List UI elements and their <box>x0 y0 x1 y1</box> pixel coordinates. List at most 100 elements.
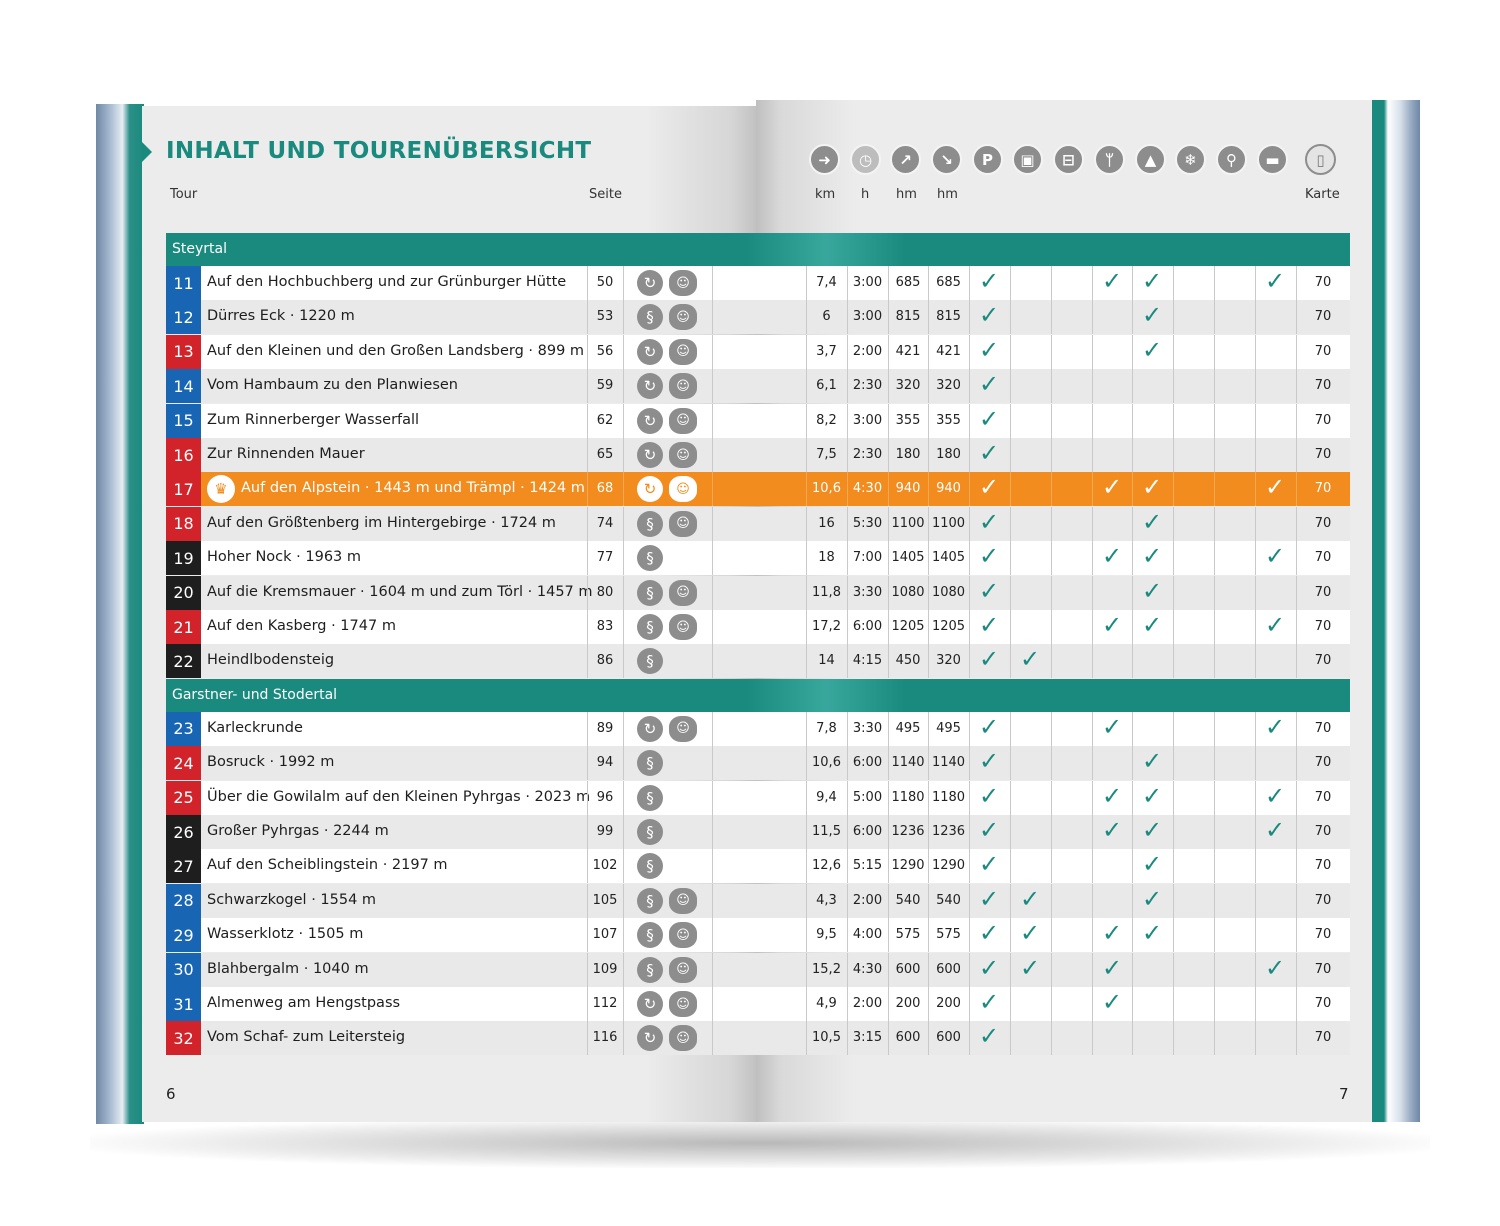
check-mark-icon: ✓ <box>978 988 1000 1016</box>
column-separator <box>587 780 588 815</box>
check-mark-icon: ✓ <box>978 850 1000 879</box>
column-separator <box>1051 541 1052 576</box>
table-row[interactable]: 22 Heindlbodensteig 86 § 14 4:15 450 320 ✓ ✓ 70 <box>166 644 1350 679</box>
table-row[interactable]: 14 Vom Hambaum zu den Planwiesen 59 ↻ ☺ 6,1 2:… <box>166 369 1350 404</box>
column-separator <box>587 746 588 781</box>
section-glow <box>746 678 906 712</box>
descent-hm: 320 <box>936 378 961 394</box>
table-row[interactable]: 12 Dürres Eck · 1220 m 53 § ☺ 6 3:00 815 815 ✓ ✓ 70 <box>166 300 1350 335</box>
distance-km: 14 <box>818 653 835 669</box>
check-mark-icon: ✓ <box>1019 919 1041 948</box>
tour-number: 19 <box>166 541 201 576</box>
map-icon: ▯ <box>1305 144 1336 175</box>
map-ref: 70 <box>1314 550 1332 566</box>
column-separator <box>1051 334 1052 369</box>
distance-km: 12,6 <box>812 858 841 874</box>
column-separator <box>806 1021 807 1056</box>
column-separator <box>1132 334 1133 369</box>
table-row[interactable]: 25 Über die Gowilalm auf den Kleinen Pyhr… <box>166 780 1350 815</box>
column-separator <box>623 918 624 953</box>
tour-name[interactable]: Bosruck · 1992 m <box>207 754 335 771</box>
table-row[interactable]: 29 Wasserklotz · 1505 m 107 § ☺ 9,5 4:00 575 575… <box>166 918 1350 953</box>
column-separator <box>1255 1021 1256 1056</box>
column-separator <box>623 575 624 610</box>
ascent-hm: 355 <box>895 412 921 428</box>
column-separator <box>587 541 588 576</box>
tour-name[interactable]: Auf die Kremsmauer · 1604 m und zum Törl… <box>207 583 593 600</box>
table-row[interactable]: 30 Blahbergalm · 1040 m 109 § ☺ 15,2 4:30 600 60… <box>166 952 1350 987</box>
table-row[interactable]: 32 Vom Schaf- zum Leitersteig 116 ↻ ☺ 10,5 3:1… <box>166 1021 1350 1056</box>
table-row[interactable]: 27 Auf den Scheiblingstein · 2197 m 102 § 12… <box>166 849 1350 884</box>
table-row[interactable]: 17 ♛ Auf den Alpstein · 1443 m und Trämpl … <box>166 472 1350 507</box>
table-row[interactable]: 23 Karleckrunde 89 ↻ ☺ 7,8 3:30 495 495 ✓ ✓ ✓ 70 <box>166 711 1350 746</box>
column-separator <box>928 746 929 781</box>
map-ref: 70 <box>1314 275 1332 290</box>
column-separator <box>928 369 929 404</box>
table-row[interactable]: 13 Auf den Kleinen und den Großen Landsbe… <box>166 334 1350 369</box>
tour-name[interactable]: Almenweg am Hengstpass <box>207 995 401 1011</box>
tour-name[interactable]: Zur Rinnenden Mauer <box>207 446 365 462</box>
table-row[interactable]: 19 Hoher Nock · 1963 m 77 § 18 7:00 1405 1405 ✓ ✓… <box>166 541 1350 576</box>
column-separator <box>928 711 929 746</box>
column-separator <box>1092 403 1093 438</box>
column-separator <box>806 506 807 541</box>
table-row[interactable]: 26 Großer Pyhrgas · 2244 m 99 § 11,5 6:00 1236… <box>166 815 1350 849</box>
column-separator <box>1296 1021 1297 1056</box>
title-arrow-icon <box>142 142 152 162</box>
tour-name[interactable]: Vom Schaf- zum Leitersteig <box>207 1029 406 1046</box>
column-separator <box>888 266 889 300</box>
column-separator <box>1255 952 1256 987</box>
tour-name[interactable]: Karleckrunde <box>207 719 303 736</box>
tour-name[interactable]: Heindlbodensteig <box>207 652 335 669</box>
table-row[interactable]: 31 Almenweg am Hengstpass 112 ↻ ☺ 4,9 2:00 200 2… <box>166 987 1350 1021</box>
tour-name[interactable]: Hoher Nock · 1963 m <box>207 549 362 566</box>
column-separator <box>1092 438 1093 472</box>
table-row[interactable]: 15 Zum Rinnerberger Wasserfall 62 ↻ ☺ 8,2 3:00… <box>166 403 1350 438</box>
column-separator <box>1051 644 1052 679</box>
column-separator <box>928 438 929 472</box>
column-separator <box>1132 883 1133 918</box>
tour-name[interactable]: Auf den Scheiblingstein · 2197 m <box>207 857 448 874</box>
tour-name[interactable]: Vom Hambaum zu den Planwiesen <box>207 377 458 394</box>
column-separator <box>1132 780 1133 815</box>
tour-name[interactable]: Wasserklotz · 1505 m <box>207 926 364 943</box>
tour-number: 21 <box>166 610 201 644</box>
ascent-hm: 421 <box>895 343 921 359</box>
trail-icon: § <box>637 922 663 949</box>
tour-name[interactable]: Schwarzkogel · 1554 m <box>207 891 377 908</box>
tour-name[interactable]: Auf den Größtenberg im Hintergebirge · 1… <box>207 514 556 531</box>
table-row[interactable]: 16 Zur Rinnenden Mauer 65 ↻ ☺ 7,5 2:30 180 180 ✓ 7… <box>166 438 1350 472</box>
column-separator <box>712 815 713 849</box>
page-ref: 99 <box>596 824 614 839</box>
duration-h: 3:00 <box>852 275 883 290</box>
tour-name[interactable]: Auf den Kasberg · 1747 m <box>207 618 396 634</box>
column-separator <box>806 300 807 335</box>
table-row[interactable]: 24 Bosruck · 1992 m 94 § 10,6 6:00 1140 1140 ✓ ✓ 7… <box>166 746 1350 781</box>
table-row[interactable]: 18 Auf den Größtenberg im Hintergebirge ·… <box>166 506 1350 541</box>
column-separator <box>1214 644 1215 679</box>
tour-name[interactable]: Auf den Kleinen und den Großen Landsberg… <box>207 342 585 359</box>
row-background-right <box>756 1021 1350 1056</box>
tour-name[interactable]: Auf den Alpstein · 1443 m und Trämpl · 1… <box>241 480 585 497</box>
ascent-hm: 450 <box>895 653 921 669</box>
column-separator <box>928 644 929 679</box>
tour-name[interactable]: Zum Rinnerberger Wasserfall <box>207 411 420 428</box>
family-friendly-icon: ☺ <box>669 442 697 468</box>
tour-name[interactable]: Dürres Eck · 1220 m <box>207 308 355 325</box>
tour-name[interactable]: Blahbergalm · 1040 m <box>207 960 369 977</box>
column-separator <box>1132 300 1133 335</box>
map-ref: 70 <box>1314 584 1332 600</box>
table-row[interactable]: 21 Auf den Kasberg · 1747 m 83 § ☺ 17,2 6:00 12… <box>166 610 1350 644</box>
tour-name[interactable]: Großer Pyhrgas · 2244 m <box>207 823 389 839</box>
check-mark-icon: ✓ <box>978 884 1000 913</box>
column-separator <box>1296 987 1297 1021</box>
trail-icon: § <box>637 614 663 640</box>
table-row[interactable]: 20 Auf die Kremsmauer · 1604 m und zum Tö… <box>166 575 1350 610</box>
duration-h: 6:00 <box>852 619 883 634</box>
column-separator <box>806 541 807 576</box>
column-separator <box>806 403 807 438</box>
table-row[interactable]: 11 Auf den Hochbuchberg und zur Grünburge… <box>166 266 1350 300</box>
tour-name[interactable]: Auf den Hochbuchberg und zur Grünburger … <box>207 274 567 290</box>
tour-name[interactable]: Über die Gowilalm auf den Kleinen Pyhrga… <box>207 788 591 805</box>
table-row[interactable]: 28 Schwarzkogel · 1554 m 105 § ☺ 4,3 2:00 540 54… <box>166 883 1350 918</box>
